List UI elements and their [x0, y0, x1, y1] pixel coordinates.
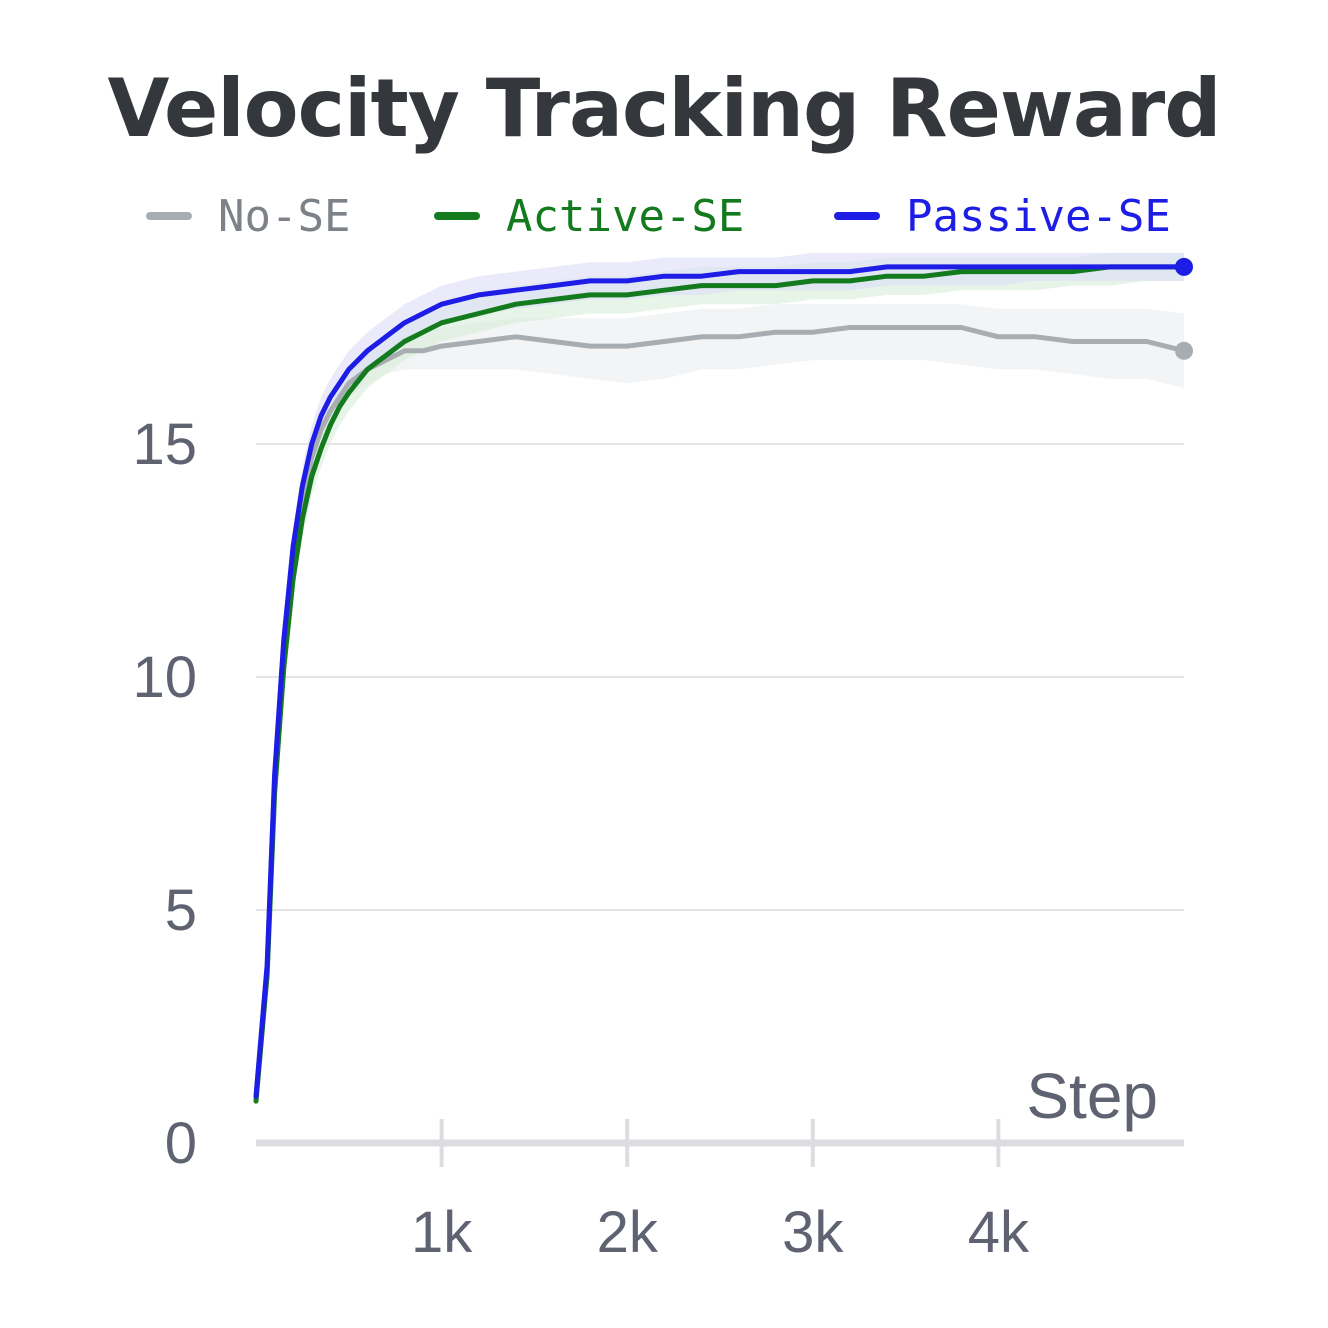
legend-label-active-se: Active-SE [506, 190, 745, 242]
y-tick-label: 15 [132, 412, 197, 477]
legend-item-active-se[interactable]: Active-SE [434, 188, 744, 244]
legend-label-passive-se: Passive-SE [906, 190, 1171, 242]
tick-labels: 0 5 10 15 1k 2k 3k 4k Step [132, 412, 1158, 1265]
chart-title: Velocity Tracking Reward [107, 62, 1221, 155]
y-tick-label: 0 [165, 1111, 197, 1176]
legend-item-no-se[interactable]: No-SE [146, 188, 350, 244]
y-tick-label: 10 [132, 645, 197, 710]
legend-item-passive-se[interactable]: Passive-SE [834, 188, 1171, 244]
line-layer [253, 257, 1193, 1104]
series-line-no-se [253, 325, 1187, 1099]
series-line-passive-se [253, 264, 1187, 1099]
band-passive-se [256, 252, 1184, 1097]
series-endpoint-passive-se [1175, 257, 1193, 276]
y-tick-label: 5 [165, 878, 197, 943]
legend-swatch-passive-se [834, 212, 880, 220]
x-axis-title: Step [1026, 1060, 1158, 1132]
x-axis [256, 1119, 1184, 1167]
legend-label-no-se: No-SE [218, 190, 351, 242]
x-tick-label: 4k [968, 1200, 1030, 1265]
x-tick-label: 1k [411, 1200, 473, 1265]
x-tick-label: 2k [597, 1200, 659, 1265]
series-line-active-se [253, 264, 1187, 1104]
band-no-se [256, 304, 1184, 1097]
series-endpoint-no-se [1175, 341, 1193, 360]
legend-swatch-no-se [146, 212, 192, 220]
grid-layer [256, 443, 1184, 911]
x-tick-label: 3k [782, 1200, 844, 1265]
legend-swatch-active-se [434, 212, 480, 220]
